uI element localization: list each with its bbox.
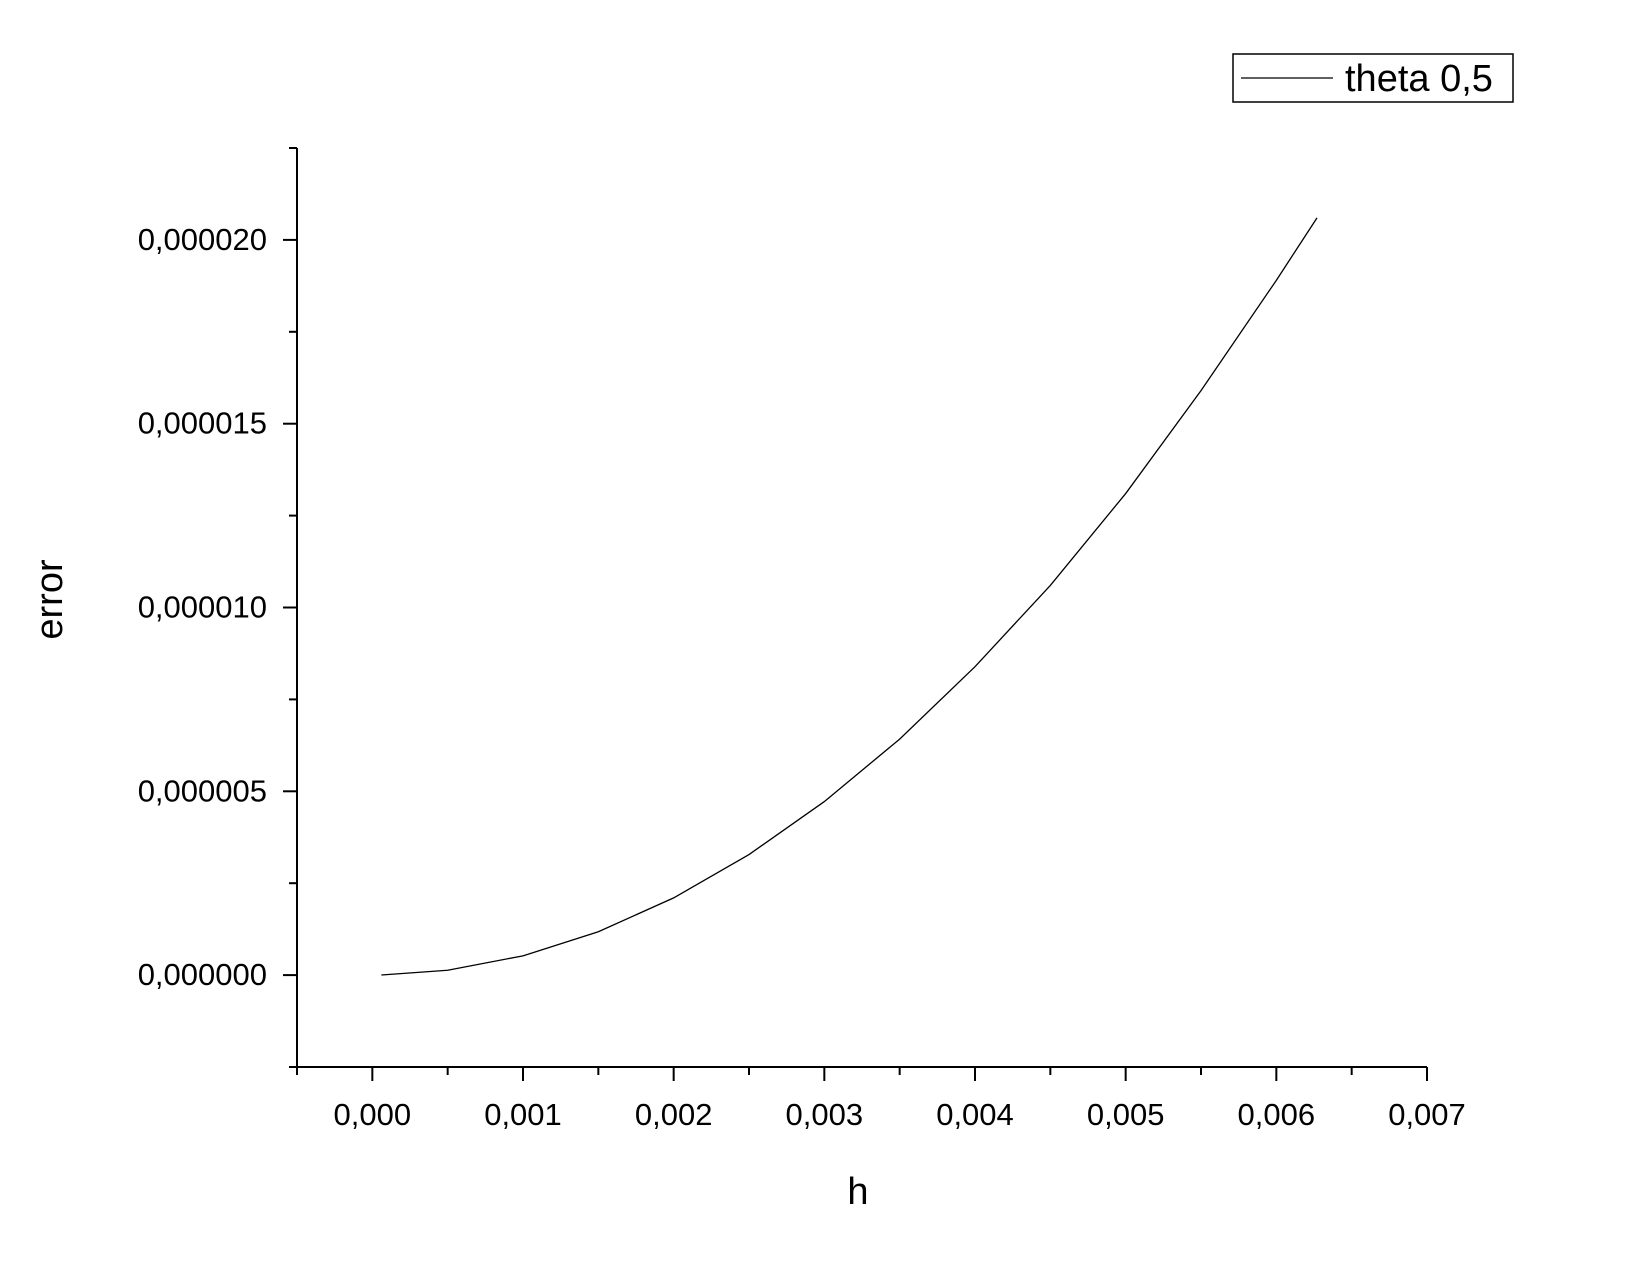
series-line — [381, 217, 1318, 976]
y-tick-label: 0,000005 — [138, 773, 267, 808]
x-tick-label: 0,000 — [334, 1097, 412, 1132]
x-tick-label: 0,004 — [936, 1097, 1014, 1132]
legend: theta 0,5 — [1232, 53, 1514, 103]
y-tick-label: 0,000020 — [138, 222, 267, 257]
y-tick-label: 0,000015 — [138, 406, 267, 441]
x-tick-label: 0,005 — [1087, 1097, 1165, 1132]
y-axis-ticks: 0,000000 0,000005 0,000010 0,000015 0,000020 — [138, 147, 297, 1068]
x-tick-label: 0,006 — [1238, 1097, 1316, 1132]
y-tick-label: 0,000000 — [138, 957, 267, 992]
x-tick-label: 0,007 — [1388, 1097, 1466, 1132]
y-tick-label: 0,000010 — [138, 590, 267, 625]
x-tick-label: 0,002 — [635, 1097, 713, 1132]
x-tick-label: 0,003 — [786, 1097, 864, 1132]
legend-label: theta 0,5 — [1345, 58, 1493, 100]
x-tick-label: 0,001 — [484, 1097, 562, 1132]
plot-area: 0,000000 0,000005 0,000010 0,000015 0,000020… — [138, 147, 1466, 1132]
x-axis-ticks: 0,000 0,001 0,002 0,003 0,004 0,005 0,006 0,007 — [296, 1067, 1466, 1132]
y-axis-title: error — [29, 559, 71, 640]
x-axis-title: h — [847, 1171, 868, 1213]
